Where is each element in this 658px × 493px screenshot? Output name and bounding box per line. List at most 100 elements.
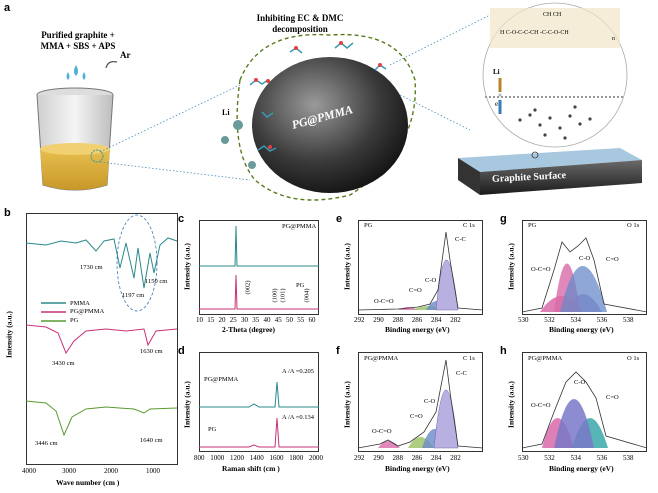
panel-f-xlabel: Binding energy (eV)	[385, 464, 450, 473]
panel-e-letter: e	[336, 213, 343, 225]
formula-top: CH CH	[543, 12, 562, 18]
series-pg	[26, 400, 178, 437]
panel-h-chart	[522, 352, 647, 452]
panel-c-series1: PG@PMMA	[282, 223, 317, 230]
zoom-circle	[90, 149, 104, 163]
panel-h-xlabel: Binding energy (eV)	[549, 464, 614, 473]
annot-1730: 1730 cm	[80, 264, 103, 271]
panel-f-chart	[358, 352, 483, 452]
ar-label: Ar	[120, 50, 131, 60]
graphite-slab	[480, 160, 642, 195]
panel-f-xticks: 292 290 288 286 284 282	[354, 454, 461, 462]
panel-h-ylabel: Intensity (a.u.)	[506, 381, 516, 428]
panel-f-core: C 1s	[463, 355, 475, 362]
panel-g-sample: PG	[528, 222, 537, 229]
panel-h-core: O 1s	[627, 355, 640, 362]
inset-li-label: Li	[493, 68, 500, 76]
panel-a-letter: a	[4, 2, 11, 14]
panel-d-series2: PG	[208, 426, 217, 433]
panel-h-letter: h	[500, 345, 507, 357]
panel-e-peak: C=O	[409, 287, 422, 294]
li-label: Li	[222, 108, 230, 117]
panel-c-ylabel: Intensity (a.u.)	[182, 243, 192, 290]
panel-g-peak: O-C=O	[531, 266, 551, 273]
panel-g-chart	[522, 220, 647, 315]
panel-g-peak: C=O	[606, 256, 619, 263]
panel-f-peak: O-C=O	[372, 428, 392, 435]
panel-d-chart	[199, 352, 319, 452]
panel-d-xlabel: Raman shift (cm )	[222, 464, 280, 473]
panel-h-xticks: 530 532 534 536 538	[518, 454, 634, 462]
panel-e-sample: PG	[364, 222, 373, 229]
inhibit-label: Inhibiting EC & DMC decomposition	[256, 13, 344, 34]
annot-1197: 1197 cm	[122, 292, 145, 299]
panel-d-ratio2: A /A =0.134	[282, 414, 315, 421]
panel-e-core: C 1s	[463, 222, 475, 229]
coating-envelope	[236, 33, 417, 201]
droplet-icon	[82, 72, 86, 80]
panel-b-chart	[26, 213, 178, 465]
panel-g-ylabel: Intensity (a.u.)	[506, 243, 516, 290]
panel-g-core: O 1s	[627, 222, 640, 229]
panel-d-series1: PG@PMMA	[204, 376, 239, 383]
formula-mid: H C-O-C-C-CH -C-C-O-CH	[500, 30, 569, 36]
panel-c-letter: c	[178, 213, 185, 225]
panel-e-xlabel: Binding energy (eV)	[385, 325, 450, 334]
panel-h-peak: C-O	[574, 379, 586, 386]
legend-pmma: PMMA	[70, 300, 90, 307]
panel-h-peak: O-C=O	[531, 402, 551, 409]
panel-b-ylabel: Intensity (a.u.)	[4, 311, 14, 358]
panel-c-xticks: 10 15 20 25 30 35 40 45 50 55 60	[196, 316, 316, 324]
panel-b-xtick: 2000	[104, 467, 118, 475]
panel-c-series2: PG	[296, 282, 305, 289]
annot-3430: 3430 cm	[52, 360, 75, 367]
annot-1640: 1640 cm	[140, 437, 163, 444]
beaker-liquid	[40, 148, 110, 190]
panel-d-xticks: 800 1000 1200 1400 1600 1800 2000	[194, 454, 323, 462]
panel-e-peak: C-C	[455, 236, 466, 243]
panel-b-xtick: 3000	[62, 467, 76, 475]
annot-1150: 1150 cm	[145, 278, 168, 285]
li-ion	[221, 136, 229, 144]
li-ion	[248, 161, 256, 169]
legend-pg-pmma: PG@PMMA	[70, 308, 105, 315]
panel-h-peak: C=O	[606, 394, 619, 401]
panel-g-letter: g	[500, 213, 507, 225]
inset-e-label: e	[495, 100, 499, 108]
panel-g-peak: C-O	[579, 255, 591, 262]
panel-g-xlabel: Binding energy (eV)	[549, 325, 614, 334]
annot-1630: 1630 cm	[140, 348, 163, 355]
ar-arrow-icon	[105, 61, 118, 69]
panel-a-illustration	[36, 2, 642, 201]
panel-e-chart	[358, 220, 483, 315]
panel-c-xlabel: 2-Theta (degree)	[222, 325, 275, 334]
annot-3446: 3446 cm	[35, 440, 58, 447]
panel-f-peak: C=O	[410, 413, 423, 420]
panel-f-ylabel: Intensity (a.u.)	[342, 381, 352, 428]
panel-f-peak: C-C	[456, 370, 467, 377]
droplet-icon	[66, 72, 70, 80]
panel-c-peak: (101)	[279, 288, 287, 303]
formula-n: n	[612, 36, 615, 42]
panel-c-peak: (002)	[244, 280, 252, 295]
panel-d-letter: d	[178, 345, 185, 357]
panel-h-sample: PG@PMMA	[528, 355, 563, 362]
legend-pg: PG	[70, 317, 79, 324]
droplet-icon	[74, 65, 78, 76]
liquid-surface	[40, 143, 110, 155]
panel-g-xticks: 530 532 534 536 538	[518, 316, 634, 324]
panel-e-ylabel: Intensity (a.u.)	[342, 243, 352, 290]
panel-b-letter: b	[4, 207, 11, 219]
panel-f-peak: C-O	[424, 398, 436, 405]
li-ion	[233, 120, 243, 130]
panel-e-xticks: 292 290 288 286 284 282	[354, 316, 461, 324]
panel-e-peak: O-C=O	[374, 298, 394, 305]
panel-f-letter: f	[336, 345, 340, 357]
pg-pmma-particle	[252, 57, 408, 193]
series-pmma	[26, 237, 178, 289]
panel-b-xlabel: Wave number (cm )	[56, 478, 120, 487]
panel-c-peak: (100)	[271, 288, 279, 303]
series-pg-pmma	[26, 324, 178, 355]
panel-c-peak: (004)	[303, 288, 311, 303]
panel-c-chart	[199, 220, 319, 315]
